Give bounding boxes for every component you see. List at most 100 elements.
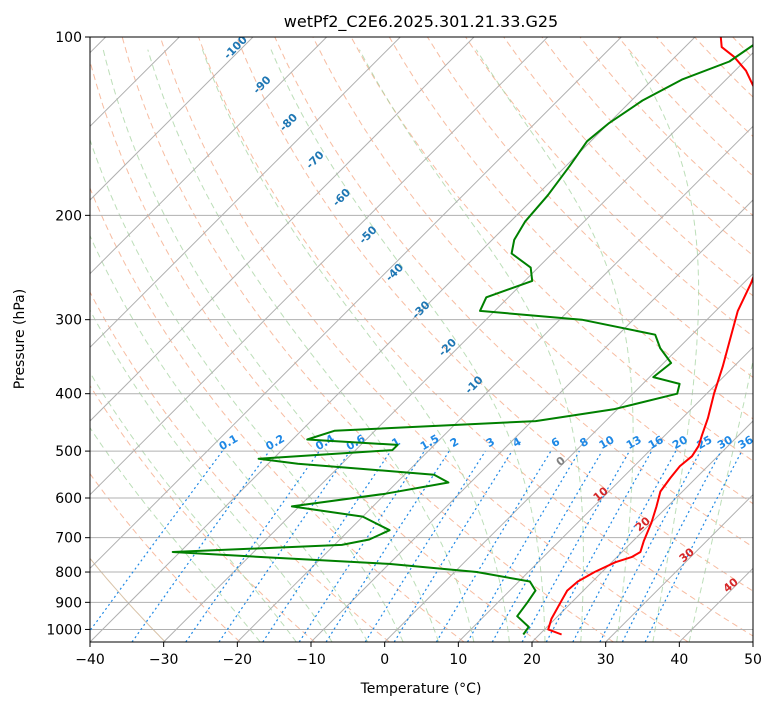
isotherm-line xyxy=(90,37,328,275)
y-tick-label: 900 xyxy=(55,595,82,611)
y-tick-label: 1000 xyxy=(46,622,82,638)
isotherm-line xyxy=(163,51,753,642)
y-tick-label: 400 xyxy=(55,387,82,403)
dry-adiabat xyxy=(656,37,753,138)
x-tick-label: 50 xyxy=(744,652,762,668)
moist-adiabat xyxy=(147,49,475,642)
mixing-ratio-line xyxy=(298,450,425,642)
mixing-ratio-line xyxy=(466,450,580,642)
x-tick-label: −40 xyxy=(75,652,105,668)
y-tick-label: 500 xyxy=(55,444,82,460)
y-tick-label: 300 xyxy=(55,313,82,329)
mixing-ratio-line xyxy=(435,450,552,642)
mixing-ratio-line xyxy=(572,450,677,642)
plot-frame xyxy=(89,36,754,643)
y-tick-label: 700 xyxy=(55,531,82,547)
x-tick-label: −10 xyxy=(296,652,326,668)
profile-lines xyxy=(171,37,753,636)
dry-adiabat xyxy=(274,37,753,548)
mixing-ratio-line xyxy=(325,450,450,642)
mixing-ratio-label: 20 xyxy=(670,433,690,452)
x-tick-label: −30 xyxy=(149,652,179,668)
dry-adiabat xyxy=(312,37,753,505)
background-lines xyxy=(90,37,775,642)
mixing-ratio-label: 13 xyxy=(624,433,644,452)
y-tick-label: 800 xyxy=(55,565,82,581)
moist-adiabat xyxy=(90,371,297,642)
mixing-ratio-line xyxy=(521,450,631,642)
dry-adiabat xyxy=(121,37,614,642)
moist-adiabat xyxy=(358,49,584,642)
mixing-ratio-line xyxy=(185,450,320,642)
mixing-ratio-label: 10 xyxy=(597,433,617,452)
mixing-ratio-label: 0.1 xyxy=(217,432,240,453)
dry-adiabat xyxy=(236,37,753,592)
isotherm-line xyxy=(90,37,401,349)
dry-adiabat xyxy=(503,37,753,297)
mixing-ratio-label: 1 xyxy=(390,435,403,450)
mixing-ratio-label: 0.4 xyxy=(313,432,337,453)
dry-adiabat xyxy=(90,186,465,642)
moist-adiabat xyxy=(201,49,510,642)
y-tick-label: 100 xyxy=(55,30,82,46)
isotherm-label: -50 xyxy=(356,223,379,246)
y-tick-label: 600 xyxy=(55,491,82,507)
dry-adiabat xyxy=(771,37,775,642)
mixing-ratio-line xyxy=(90,450,223,632)
moist-adiabat xyxy=(475,49,634,642)
dry-adiabat xyxy=(90,384,316,642)
isotherm-label: -80 xyxy=(277,111,300,134)
mixing-ratio-label: 3 xyxy=(484,435,497,450)
isotherm-line xyxy=(236,125,753,642)
isotherm-label: -10 xyxy=(462,373,485,396)
dry-adiabat xyxy=(388,37,753,420)
x-tick-label: 30 xyxy=(597,652,615,668)
dry-adiabat xyxy=(465,37,753,338)
isotherm-line xyxy=(384,272,753,642)
mixing-ratio-line xyxy=(491,450,603,642)
mixing-ratio-label: 2 xyxy=(448,435,461,450)
dry-adiabat xyxy=(426,37,753,378)
x-tick-label: 20 xyxy=(523,652,541,668)
moist-adiabat-label: 30 xyxy=(677,545,697,565)
mixing-ratio-line xyxy=(545,450,653,642)
isotherm-line xyxy=(90,37,254,201)
dry-adiabat xyxy=(90,291,390,642)
x-tick-label: 0 xyxy=(380,652,389,668)
mixing-ratio-line xyxy=(599,450,702,642)
mixing-ratio-line xyxy=(621,450,722,642)
mixing-ratio-line xyxy=(131,450,270,642)
dry-adiabat xyxy=(732,37,753,59)
mixing-ratio-label: 0.2 xyxy=(263,432,286,453)
x-axis-label: Temperature (°C) xyxy=(360,681,482,697)
y-axis-label: Pressure (hPa) xyxy=(12,289,28,389)
mixing-ratio-line xyxy=(364,450,486,642)
mixing-ratio-line xyxy=(644,450,743,642)
isotherm-line xyxy=(605,493,753,642)
y-tick-label: 200 xyxy=(55,208,82,224)
mixing-ratio-label: 16 xyxy=(646,433,666,452)
chart-title: wetPf2_C2E6.2025.301.21.33.G25 xyxy=(284,12,558,32)
moist-adiabat xyxy=(270,49,546,642)
moist-adiabat xyxy=(90,138,404,642)
moist-adiabat xyxy=(102,49,439,642)
x-tick-label: 40 xyxy=(670,652,688,668)
moist-adiabat xyxy=(90,234,369,642)
x-tick-label: 10 xyxy=(449,652,467,668)
isotherm-line xyxy=(90,37,475,422)
isotherm-line xyxy=(752,641,753,642)
isotherm-line xyxy=(457,346,753,642)
moist-adiabat xyxy=(627,49,700,642)
isotherm-label: -20 xyxy=(436,336,459,359)
dry-adiabat xyxy=(159,37,689,642)
mixing-ratio-label: 36 xyxy=(736,433,756,452)
moist-adiabat xyxy=(90,309,333,642)
moist-adiabat-label: 40 xyxy=(721,575,741,595)
dry-adiabat xyxy=(90,472,241,642)
isotherm-line xyxy=(90,37,549,496)
moist-adiabat xyxy=(688,358,753,642)
isotherm-line xyxy=(90,37,696,642)
mixing-ratio-line xyxy=(393,450,513,642)
dewpoint-profile xyxy=(171,44,753,636)
isotherm-line xyxy=(678,567,753,642)
